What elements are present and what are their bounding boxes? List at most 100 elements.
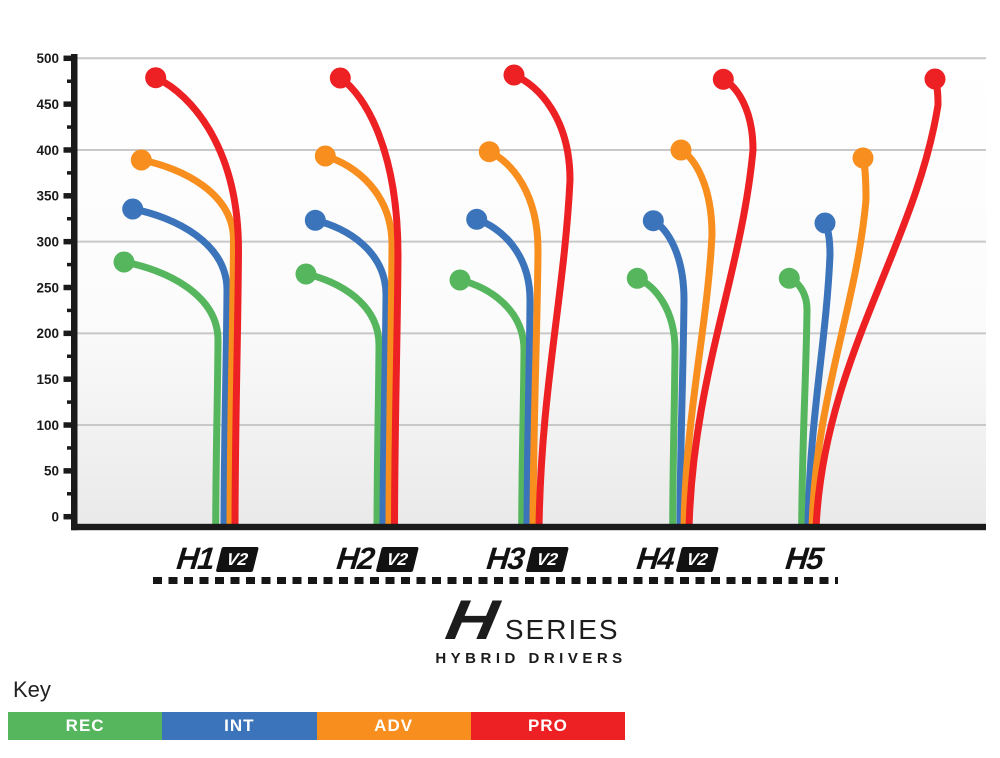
flight-path-h5-rec [787, 275, 811, 530]
flight-endpoint-h2-int [304, 209, 326, 231]
flight-chart: 0 50 100 150 200 250 300 350 400 450 500 [36, 51, 986, 531]
y-axis-major-tick [63, 376, 72, 382]
flight-endpoint-h3-adv [478, 141, 500, 163]
y-axis-minor-tick [67, 262, 72, 267]
y-axis-major-tick [63, 238, 72, 245]
flight-path-h2-adv [324, 152, 396, 530]
y-axis-major-tick [63, 422, 72, 428]
logo-subtitle: HYBRID DRIVERS [435, 650, 627, 667]
flight-endpoint-h4-adv [670, 139, 692, 161]
v2-badge: V2 [525, 546, 569, 572]
flight-path-h3-rec [459, 276, 528, 530]
y-tick-label-400: 400 [36, 143, 59, 158]
disc-name-text: H1 [174, 541, 216, 576]
key-title: Key [13, 677, 51, 702]
flight-endpoint-h1-pro [145, 67, 167, 89]
flight-endpoint-h1-int [122, 198, 144, 220]
x-axis-line [71, 523, 986, 531]
disc-name-text: H4 [634, 541, 676, 576]
flight-path-h2-pro [338, 75, 402, 530]
key-segment-pro: PRO [470, 712, 625, 740]
y-axis-minor-tick [67, 125, 72, 129]
key-segment-int: INT [162, 712, 317, 740]
series-logo: H SERIES HYBRID DRIVERS [31, 588, 1000, 667]
flight-path-h1-int [132, 205, 231, 530]
y-tick-label-500: 500 [36, 51, 59, 66]
flight-endpoint-h2-adv [314, 145, 336, 167]
y-axis-minor-tick [67, 492, 72, 496]
v2-badge-text: V2 [534, 549, 560, 568]
disc-label-h1: H1 V2 [174, 541, 259, 577]
flight-path-h3-int [475, 215, 534, 530]
y-axis-minor-tick [67, 79, 72, 83]
key-segment-label: PRO [527, 716, 568, 735]
disc-name-text: H2 [334, 541, 376, 576]
v2-badge: V2 [375, 546, 419, 572]
y-axis-minor-tick [67, 354, 72, 359]
y-axis-major-tick [63, 468, 72, 474]
flight-endpoint-h2-pro [329, 67, 351, 89]
flight-path-h5-adv [808, 156, 870, 530]
disc-label-h4: H4 V2 [634, 541, 719, 577]
y-tick-label-0: 0 [51, 510, 59, 525]
flight-endpoint-h5-int [814, 212, 836, 234]
logo-letter-h: H [441, 588, 504, 651]
disc-name-text: H3 [484, 541, 526, 576]
disc-label-h3: H3 V2 [484, 541, 569, 577]
flight-endpoint-h1-rec [113, 251, 135, 273]
y-axis-minor-tick [67, 446, 72, 450]
key-segment-label: ADV [374, 716, 414, 735]
y-tick-label-100: 100 [36, 418, 59, 433]
y-axis-major-tick [63, 147, 72, 153]
disc-label-h2: H2 V2 [334, 541, 419, 577]
y-axis-major-tick [63, 101, 72, 107]
y-axis-minor-tick [67, 171, 72, 175]
flight-endpoint-h1-adv [130, 149, 152, 171]
flight-path-h4-rec [635, 275, 679, 530]
key-segment-adv: ADV [316, 712, 471, 740]
flight-endpoint-h5-rec [778, 267, 800, 289]
flight-endpoint-h3-rec [449, 269, 471, 291]
y-axis-major-tick [63, 330, 72, 337]
flight-path-h1-pro [154, 74, 243, 530]
flight-path-h2-int [314, 216, 390, 530]
key-segment-label: REC [65, 716, 105, 735]
flight-path-h4-adv [678, 147, 716, 530]
flight-path-h1-adv [140, 156, 238, 530]
flight-path-h2-rec [305, 270, 383, 530]
flight-path-h5-pro [812, 77, 942, 530]
logo-word-series: SERIES [504, 614, 620, 645]
y-tick-label-350: 350 [36, 189, 59, 204]
disc-label-h5: H5 [783, 541, 825, 577]
flight-endpoint-h2-rec [295, 263, 317, 285]
y-axis-major-tick [63, 284, 72, 291]
flight-path-h1-rec [123, 258, 222, 530]
v2-badge-text: V2 [684, 549, 710, 568]
y-axis-minor-tick [67, 400, 72, 404]
v2-badge-text: V2 [384, 549, 410, 568]
y-tick-label-150: 150 [36, 372, 59, 387]
y-tick-label-250: 250 [36, 280, 59, 295]
flight-endpoint-h3-int [466, 208, 488, 230]
disc-name-text: H5 [783, 541, 825, 576]
series-logo-top: H SERIES [442, 588, 620, 651]
y-axis-major-tick [63, 55, 72, 62]
y-tick-label-450: 450 [36, 97, 59, 112]
flight-endpoint-h5-pro [924, 68, 946, 90]
y-tick-label-50: 50 [44, 464, 59, 479]
y-axis-minor-tick [67, 216, 72, 221]
y-tick-label-200: 200 [36, 326, 59, 341]
y-axis-major-tick [63, 513, 72, 520]
v2-badge-text: V2 [224, 549, 250, 568]
y-axis-line [71, 54, 78, 531]
v2-badge: V2 [215, 546, 259, 572]
flight-endpoint-h4-pro [712, 68, 734, 90]
dotted-separator [153, 577, 838, 584]
y-axis-major-tick [63, 193, 72, 199]
key-segment-label: INT [224, 716, 255, 735]
flight-path-h3-pro [512, 71, 574, 530]
y-axis-minor-tick [67, 308, 72, 313]
flight-endpoint-h4-int [642, 210, 664, 232]
flight-path-h4-pro [685, 76, 757, 530]
